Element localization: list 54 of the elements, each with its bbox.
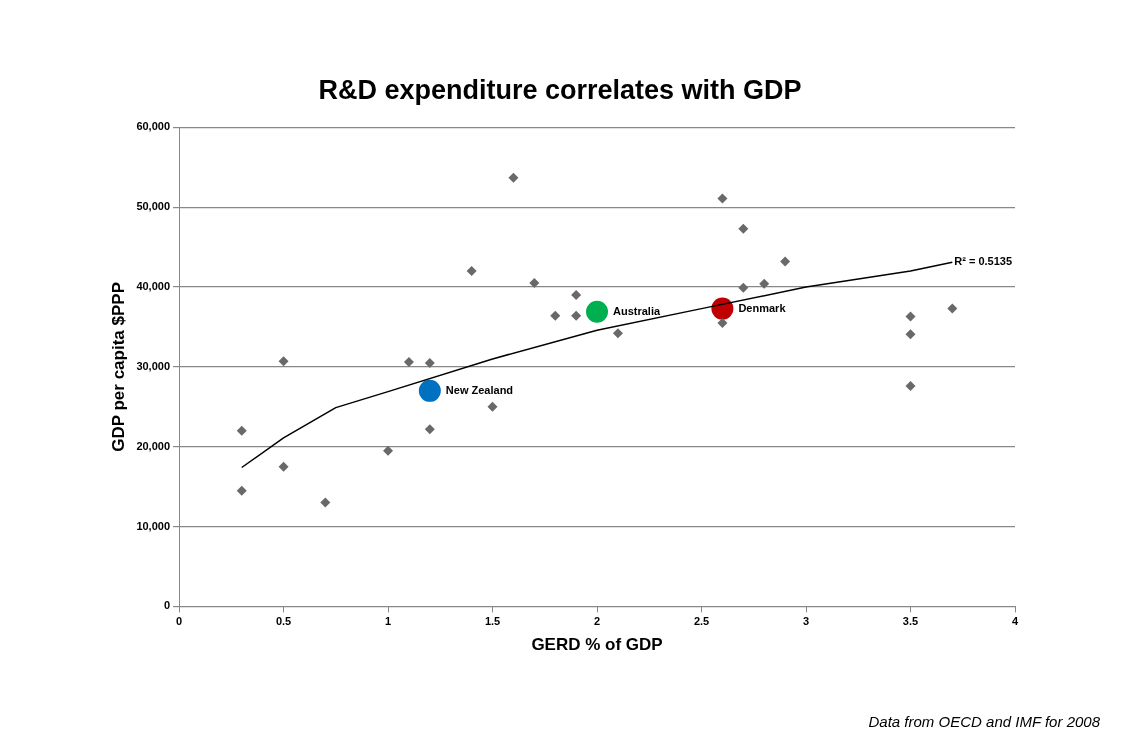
y-tick-label: 50,000 (136, 200, 171, 213)
point (508, 172, 519, 183)
y-tick-label: 60,000 (136, 120, 171, 133)
point (711, 297, 734, 320)
point (759, 278, 770, 289)
x-tick-label: 3 (802, 615, 810, 628)
y-tick-label: 40,000 (136, 280, 171, 293)
x-tick-label: 0 (175, 615, 183, 628)
series-label: New Zealand (445, 383, 514, 396)
y-tick-label: 30,000 (136, 359, 171, 372)
series-label: Australia (613, 304, 661, 317)
point (320, 497, 331, 508)
chart-title: R&D expenditure correlates with GDP (318, 74, 802, 105)
point (612, 328, 623, 339)
point (403, 357, 414, 368)
y-tick-label: 20,000 (136, 439, 171, 452)
point (571, 310, 582, 321)
x-tick-label: 2 (593, 615, 601, 628)
x-tick-label: 4 (1011, 615, 1019, 628)
point (717, 317, 728, 328)
x-tick-label: 0.5 (275, 615, 292, 628)
x-axis-title: GERD % of GDP (531, 635, 663, 655)
y-tick-label: 0 (163, 599, 171, 612)
x-tick-label: 2.5 (693, 615, 710, 628)
series-label: Denmark (738, 301, 787, 314)
point (466, 266, 477, 277)
point (905, 311, 916, 322)
point (905, 329, 916, 340)
x-tick-label: 1 (384, 615, 392, 628)
y-axis-title: GDP per capita $PPP (108, 282, 128, 452)
point (236, 485, 247, 496)
text: Data from OECD and IMF for 2008 (868, 713, 1101, 730)
point (529, 278, 540, 289)
point (738, 223, 749, 234)
point (571, 290, 582, 301)
point (586, 300, 609, 323)
x-tick-label: 1.5 (484, 615, 501, 628)
point (424, 357, 435, 368)
point (738, 282, 749, 293)
point (278, 356, 289, 367)
point (418, 379, 441, 402)
point (780, 256, 791, 267)
point (905, 381, 916, 392)
point (424, 424, 435, 435)
point (947, 303, 958, 314)
point (236, 425, 247, 436)
point (487, 401, 498, 412)
point (383, 445, 394, 456)
point (278, 461, 289, 472)
point (717, 193, 728, 204)
annotation: R² = 0.5135 (954, 255, 1013, 268)
x-tick-label: 3.5 (902, 615, 919, 628)
y-tick-label: 10,000 (136, 519, 171, 532)
point (550, 310, 561, 321)
